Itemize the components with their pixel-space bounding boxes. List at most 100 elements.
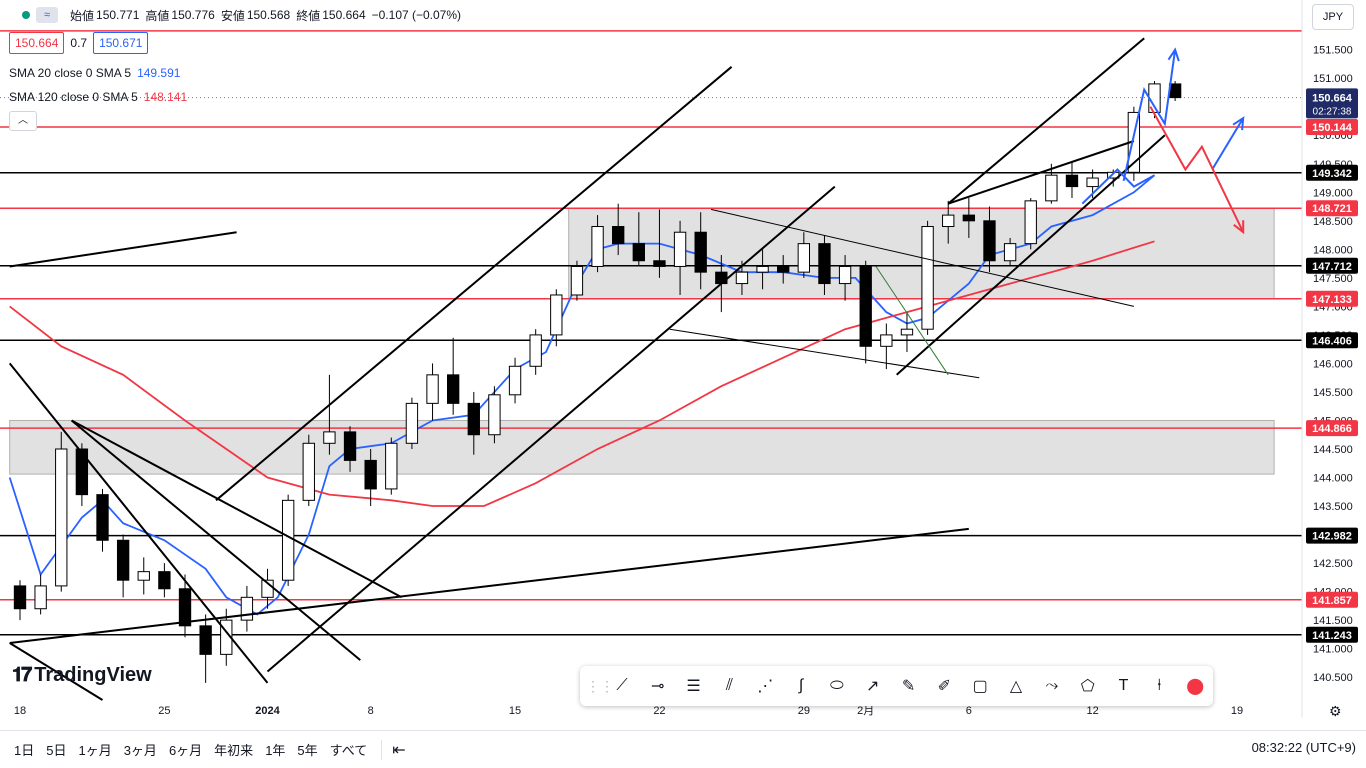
price-tick-label: 141.500 — [1313, 615, 1353, 627]
level-label-bg — [1306, 290, 1358, 307]
range-1d-button[interactable]: 1日 — [14, 743, 35, 758]
candle-body — [55, 448, 68, 587]
time-tick-label: 12 — [1086, 705, 1098, 717]
collapse-legend-button[interactable]: ︿ — [9, 111, 37, 131]
change-value: −0.107 (−0.07%) — [371, 8, 462, 22]
candle-body — [612, 226, 625, 245]
ohlc-legend: ≈ 始値 150.771 高値 150.776 安値 150.568 終値 150.66… — [0, 4, 467, 26]
horizontal-ray-icon[interactable]: ⊸ — [651, 678, 665, 695]
candle-body — [446, 374, 460, 404]
settings-icon[interactable]: ⚙ — [1329, 703, 1342, 719]
time-tick-label: 22 — [653, 705, 665, 717]
candle-body — [426, 374, 439, 404]
candle-body — [1003, 243, 1017, 262]
sma20-legend[interactable]: SMA 20 close 0 SMA 5 149.591 — [9, 66, 180, 80]
high-label: 高値 — [145, 8, 170, 23]
price-tick-label: 142.500 — [1313, 558, 1353, 570]
price-tick-label: 149.000 — [1313, 187, 1353, 199]
range-1m-button[interactable]: 1ヶ月 — [78, 743, 112, 758]
candle-body — [591, 226, 604, 267]
close-label: 終値 — [296, 8, 321, 23]
horizontal-lines-icon[interactable]: ☰ — [686, 678, 701, 695]
clock[interactable]: 08:32:22 (UTC+9) — [1251, 740, 1356, 755]
price-tick-label: 140.500 — [1313, 672, 1353, 684]
date-range-icon[interactable]: ⇤ — [392, 741, 406, 759]
price-tick-label: 146.000 — [1313, 358, 1353, 370]
range-5d-button[interactable]: 5日 — [46, 743, 67, 758]
tradingview-logo: 𝟏𝟕 TradingView — [12, 664, 152, 687]
trend-line — [947, 140, 1135, 205]
curve-icon[interactable]: ∫ — [798, 677, 804, 694]
current-price-label-bg — [1306, 88, 1358, 119]
drag-handle-icon[interactable]: ⋮⋮ — [586, 677, 614, 694]
sma120-value: 148.141 — [143, 90, 188, 104]
text-icon[interactable]: T — [1118, 677, 1129, 694]
candle-body — [715, 271, 728, 285]
candle-body — [385, 442, 398, 490]
range-ytd-button[interactable]: 年初来 — [214, 743, 254, 758]
price-tick-label: 147.500 — [1313, 273, 1353, 285]
forecast-path — [1122, 49, 1177, 182]
rectangle-icon[interactable]: ▢ — [972, 678, 988, 695]
spread-value: 0.7 — [70, 36, 88, 50]
sma120-legend[interactable]: SMA 120 close 0 SMA 5 148.141 — [9, 90, 187, 104]
price-chart[interactable]: 140.500141.000141.500142.000142.500143.0… — [0, 0, 1366, 730]
candle-body — [983, 220, 996, 262]
level-label-bg — [1306, 527, 1358, 544]
candle-body — [75, 448, 89, 496]
candle-body — [323, 431, 336, 444]
level-label: 150.144 — [1312, 122, 1353, 134]
candle-body — [570, 265, 584, 296]
wave-icon[interactable]: ≈ — [36, 7, 58, 23]
candle-body — [1086, 177, 1099, 188]
time-tick-label: 2月 — [857, 705, 874, 717]
trend-line — [71, 419, 403, 599]
range-3m-button[interactable]: 3ヶ月 — [123, 743, 157, 758]
bottom-toolbar: 1日 5日 1ヶ月 3ヶ月 6ヶ月 年初来 1年 5年 すべて ⇤ 08:32:… — [0, 730, 1366, 768]
range-all-button[interactable]: すべて — [329, 743, 368, 758]
trend-line-icon[interactable]: ⟋ — [616, 677, 628, 694]
candle-body — [900, 328, 914, 336]
arrow-head — [1233, 220, 1245, 235]
level-label: 148.721 — [1312, 203, 1352, 215]
polyline-icon[interactable]: ⬠ — [1080, 678, 1095, 695]
trend-line — [215, 66, 733, 502]
pitchfork-icon[interactable]: ⋰ — [757, 678, 774, 695]
close-value: 150.664 — [322, 8, 366, 22]
brush-icon[interactable]: ✎ — [901, 678, 916, 695]
quote-pill: 150.664 0.7 150.671 — [9, 32, 149, 54]
flag-icon[interactable]: ⬤ — [1186, 678, 1205, 695]
sell-price-button[interactable]: 150.664 — [9, 32, 65, 54]
price-tick-label: 144.000 — [1313, 473, 1353, 485]
tv-logo-icon: 𝟏𝟕 — [12, 664, 32, 686]
marker-icon[interactable]: ⍿ — [1157, 677, 1162, 694]
arrow-head — [1167, 47, 1180, 62]
range-5y-button[interactable]: 5年 — [297, 743, 318, 758]
level-label-bg — [1306, 164, 1358, 181]
highlighter-icon[interactable]: ✐ — [937, 678, 952, 695]
candle-body — [550, 294, 563, 336]
path-icon[interactable]: ⤳ — [1045, 677, 1059, 694]
currency-button[interactable]: JPY — [1312, 4, 1354, 30]
candle-body — [1045, 174, 1058, 202]
candle-body — [405, 402, 419, 444]
candle-body — [921, 226, 934, 330]
ellipse-icon[interactable]: ⬭ — [830, 677, 844, 694]
candle-body — [137, 571, 150, 581]
level-label: 142.982 — [1312, 531, 1352, 543]
candle-body — [756, 265, 769, 273]
trend-line — [70, 419, 361, 661]
arrow-icon[interactable]: ↗ — [866, 678, 880, 695]
time-tick-label: 6 — [966, 705, 972, 717]
candle-body — [302, 442, 315, 501]
triangle-icon[interactable]: △ — [1009, 678, 1023, 695]
time-tick-label: 18 — [14, 705, 26, 717]
buy-price-button[interactable]: 150.671 — [93, 32, 149, 54]
range-6m-button[interactable]: 6ヶ月 — [168, 743, 203, 758]
range-1y-button[interactable]: 1年 — [265, 743, 286, 758]
candle-body — [1168, 83, 1182, 99]
arrow-head — [1232, 116, 1245, 131]
sma20-value: 149.591 — [137, 66, 181, 80]
low-value: 150.568 — [246, 8, 291, 22]
parallel-channel-icon[interactable]: ⫽ — [725, 677, 733, 694]
